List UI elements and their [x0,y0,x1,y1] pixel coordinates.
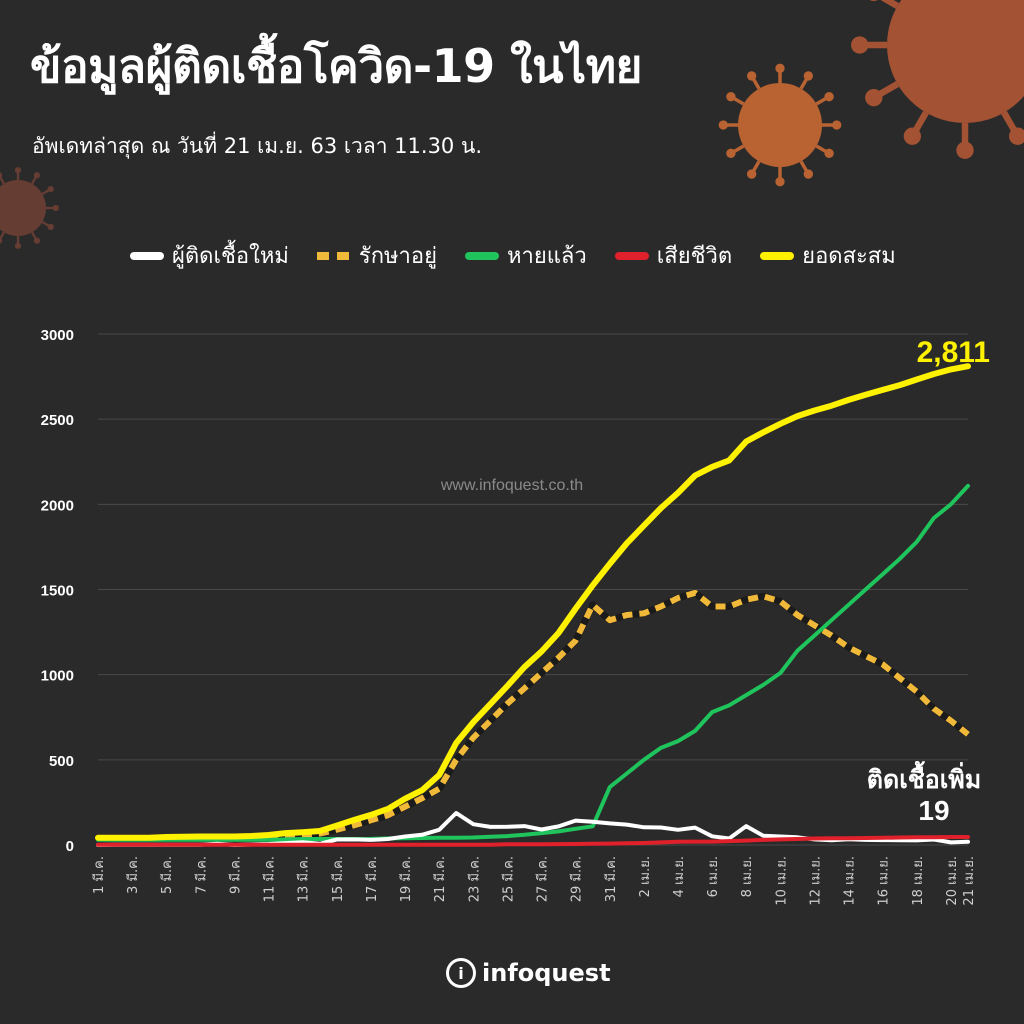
legend-item-new-cases: ผู้ติดเชื้อใหม่ [130,238,289,273]
gridlines [98,333,968,846]
legend-item-recovered: หายแล้ว [464,238,587,273]
x-tick-label: 15 มี.ค. [330,856,346,902]
y-tick-label: 500 [49,753,74,770]
x-tick-label: 19 มี.ค. [398,856,414,902]
x-tick-label: 4 เม.ย. [672,856,687,897]
legend-swatch-new-cases [130,251,164,260]
x-tick-label: 14 เม.ย. [843,856,858,906]
x-tick-label: 11 มี.ค. [262,856,278,902]
x-tick-label: 7 มี.ค. [193,856,209,894]
y-tick-label: 3000 [41,327,74,344]
legend-swatch-recovered [464,251,499,260]
legend-swatch-deaths [614,251,649,260]
x-tick-label: 12 เม.ย. [808,856,823,906]
y-tick-label: 1500 [41,583,74,600]
y-tick-label: 2500 [41,412,74,429]
virus-icon [718,63,842,187]
annotations: 2,811 ติดเชื้อเพิ่ม19 [867,336,990,826]
legend-label-recovered: หายแล้ว [506,244,587,269]
series-line-recovered [96,483,970,842]
x-tick-label: 1 มี.ค. [91,856,107,894]
x-axis: 1 มี.ค. 3 มี.ค. 5 มี.ค. 7 มี.ค. 9 มี.ค. 11 มี… [91,856,977,906]
legend-item-active: รักษาอยู่ [316,238,437,273]
y-tick-label: 1000 [41,668,74,685]
virus-decoration [0,0,1024,249]
x-tick-label: 17 มี.ค. [364,856,380,902]
page-title: ข้อมูลผู้ติดเชื้อโควิด-19 ในไทย [30,39,642,93]
legend-label-cumulative: ยอดสะสม [802,244,896,269]
x-tick-label: 6 เม.ย. [706,856,721,897]
x-tick-label: 2 เม.ย. [638,856,653,897]
series-line-deaths [96,835,970,847]
y-tick-label: 2000 [41,497,74,514]
x-tick-label: 21 มี.ค. [432,856,448,902]
x-tick-label: 3 มี.ค. [125,856,141,894]
y-axis: 0 500 1000 1500 2000 2500 3000 [41,327,74,855]
x-tick-label: 8 เม.ย. [740,856,755,897]
info-icon: i [446,958,476,988]
legend-item-cumulative: ยอดสะสม [760,238,896,273]
new-today-value: 19 [918,795,949,826]
legend-label-active: รักษาอยู่ [358,244,437,269]
x-tick-label: 10 เม.ย. [774,856,789,906]
x-tick-label: 29 มี.ค. [569,856,585,902]
series-line-cumulative [95,363,971,841]
y-tick-label: 0 [66,838,74,855]
x-tick-label: 27 มี.ค. [535,856,551,902]
virus-icon [851,0,1024,159]
x-tick-label: 18 เม.ย. [911,856,926,906]
logo-text: infoquest [482,959,611,987]
legend-label-deaths: เสียชีวิต [656,244,733,269]
series-lines [95,363,971,847]
x-tick-label: 31 มี.ค. [603,856,619,902]
watermark: www.infoquest.co.th [440,477,583,494]
x-tick-label: 16 เม.ย. [877,856,892,906]
x-tick-label: 25 มี.ค. [500,856,516,902]
x-tick-label: 5 มี.ค. [159,856,175,894]
x-tick-label: 21 เม.ย. [962,856,977,906]
new-today-label: ติดเชื้อเพิ่ม [867,760,982,794]
x-tick-label: 13 มี.ค. [296,856,312,902]
legend-item-deaths: เสียชีวิต [614,238,733,273]
page-subtitle: อัพเดทล่าสุด ณ วันที่ 21 เม.ย. 63 เวลา 1… [32,134,483,158]
infoquest-logo: i infoquest [446,958,611,988]
x-tick-label: 9 มี.ค. [227,856,243,894]
legend: ผู้ติดเชื้อใหม่ รักษาอยู่ หายแล้ว เสียชี… [130,238,924,273]
x-tick-label: 23 มี.ค. [466,856,482,902]
legend-swatch-cumulative [760,251,795,260]
virus-icon [0,167,59,249]
series-line-active [98,589,970,842]
legend-swatch-active [316,251,351,260]
legend-label-new-cases: ผู้ติดเชื้อใหม่ [172,244,289,269]
cumulative-total-label: 2,811 [917,336,990,369]
x-tick-label: 20 เม.ย. [945,856,960,906]
